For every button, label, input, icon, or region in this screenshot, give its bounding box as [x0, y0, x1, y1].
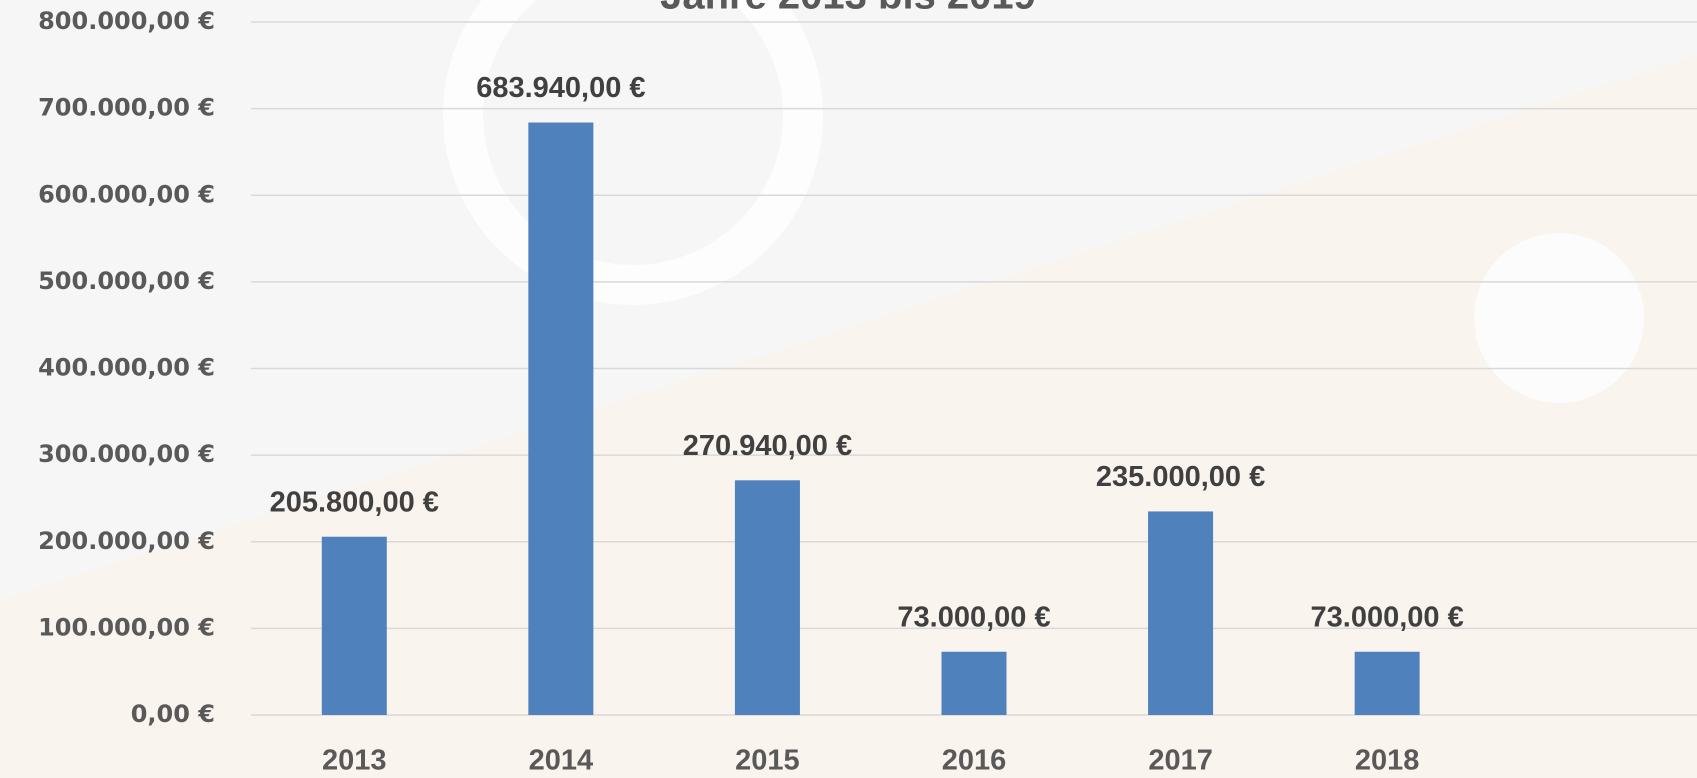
y-tick-label: 200.000,00 € [38, 527, 215, 555]
value-label: 205.800,00 € [270, 486, 439, 518]
y-tick-label: 400.000,00 € [38, 354, 215, 382]
y-tick-label: 800.000,00 € [38, 7, 215, 35]
bar [942, 652, 1007, 715]
x-tick-label: 2017 [1148, 745, 1213, 777]
x-tick-label: 2014 [529, 745, 594, 777]
bar [322, 537, 387, 715]
decor [1474, 233, 1644, 403]
y-tick-label: 600.000,00 € [38, 180, 215, 208]
x-tick-label: 2016 [942, 745, 1007, 777]
x-tick-label: 2013 [322, 745, 387, 777]
y-tick-label: 500.000,00 € [38, 267, 215, 295]
chart-title: Jahre 2013 bis 2019 [660, 0, 1036, 18]
y-tick-label: 100.000,00 € [38, 613, 215, 641]
bar [528, 123, 593, 715]
y-tick-label: 0,00 € [131, 700, 215, 728]
y-tick-label: 700.000,00 € [38, 94, 215, 122]
chart: Jahre 2013 bis 2019 0,00 € 100.000,00 € 20… [0, 0, 1697, 778]
value-label: 270.940,00 € [683, 430, 852, 462]
value-label: 235.000,00 € [1096, 461, 1265, 493]
x-tick-label: 2018 [1355, 745, 1420, 777]
bar [1355, 652, 1420, 715]
bar [735, 480, 800, 715]
value-label: 73.000,00 € [1311, 601, 1464, 633]
value-label: 73.000,00 € [897, 601, 1050, 633]
y-tick-label: 300.000,00 € [38, 440, 215, 468]
bar [1148, 511, 1213, 715]
x-tick-label: 2015 [735, 745, 800, 777]
value-label: 683.940,00 € [476, 72, 645, 104]
